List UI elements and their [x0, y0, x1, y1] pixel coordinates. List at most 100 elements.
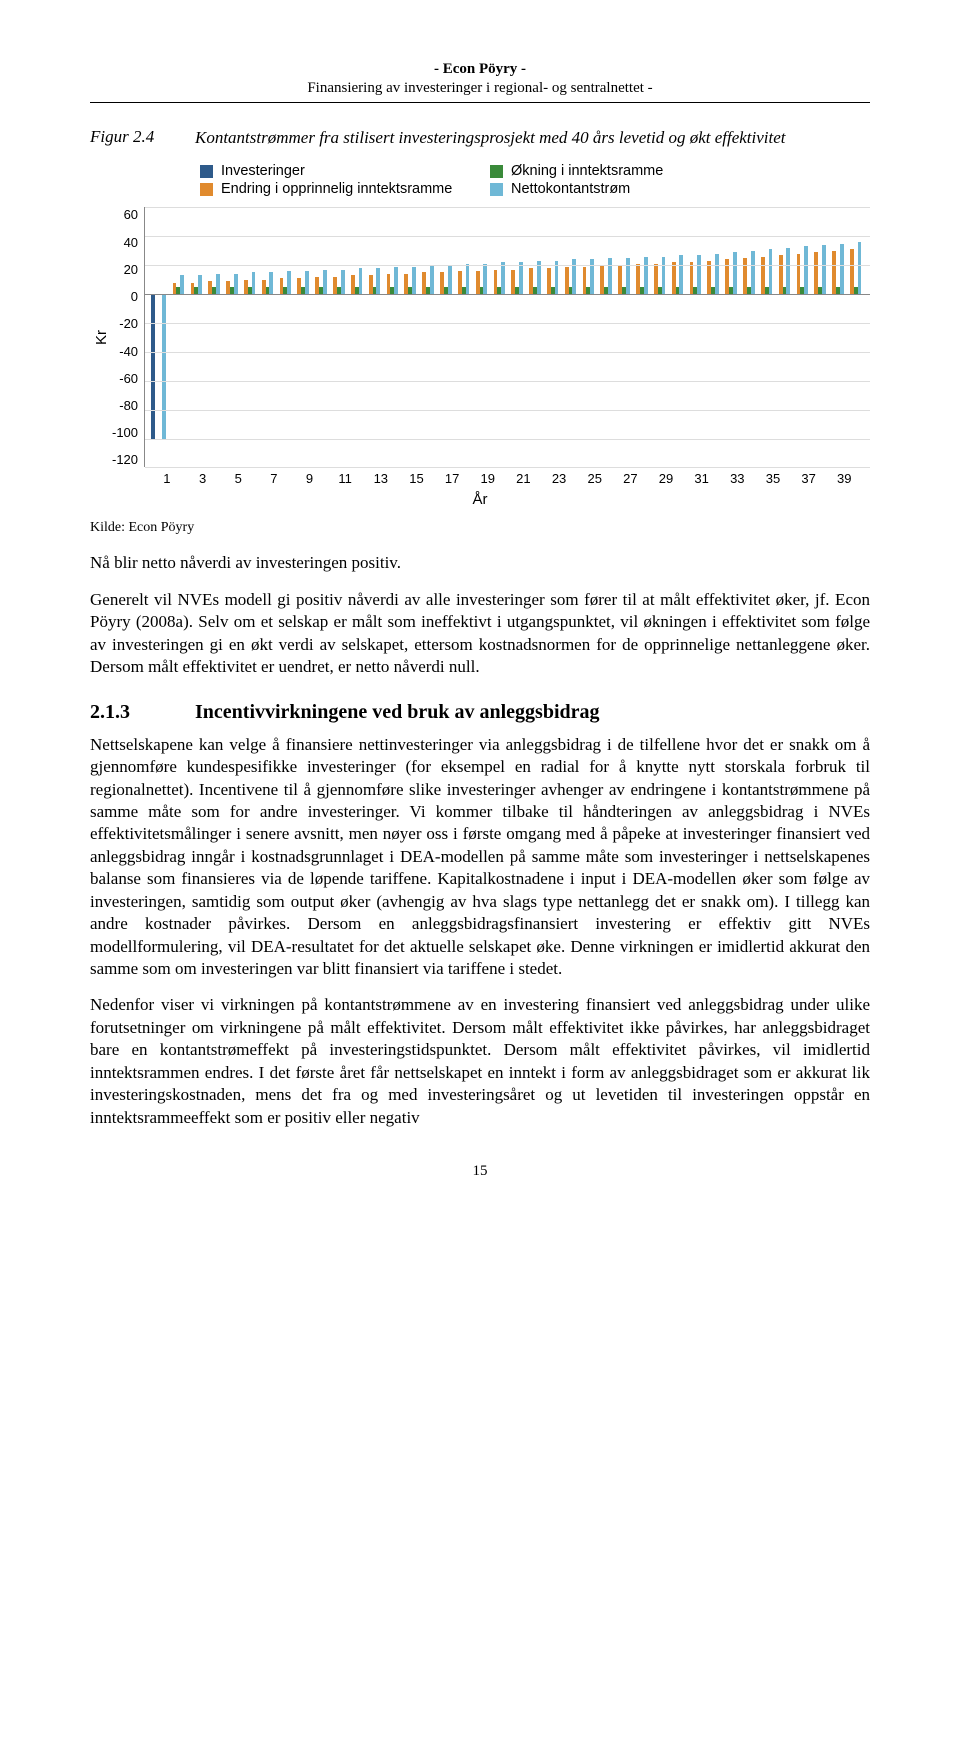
bar — [804, 246, 808, 294]
body-para-3: Nettselskapene kan velge å finansiere ne… — [90, 734, 870, 981]
bars-layer — [145, 207, 870, 467]
bar — [287, 271, 291, 294]
bar — [216, 274, 220, 294]
bar — [252, 272, 256, 294]
bar — [466, 264, 470, 294]
chart-legend: Investeringer Endring i opprinnelig innte… — [90, 159, 870, 201]
y-tick: -100 — [112, 425, 138, 440]
section-number: 2.1.3 — [90, 701, 195, 724]
x-tick: 39 — [834, 471, 854, 486]
legend-item: Økning i inntektsramme — [490, 163, 760, 179]
legend-item: Investeringer — [200, 163, 470, 179]
y-tick: -20 — [112, 316, 138, 331]
x-tick: 31 — [692, 471, 712, 486]
grid-line — [145, 439, 870, 440]
chart-area: Kr 6040200-20-40-60-80-100-120 — [90, 207, 870, 467]
legend-swatch — [490, 165, 503, 178]
grid-line — [145, 467, 870, 468]
x-tick: 17 — [442, 471, 462, 486]
grid-line — [145, 207, 870, 208]
plot-area — [144, 207, 870, 467]
y-tick: 0 — [112, 289, 138, 304]
figure-caption: Kontantstrømmer fra stilisert investerin… — [195, 127, 786, 150]
grid-line — [145, 352, 870, 353]
bar — [483, 264, 487, 294]
legend-swatch — [200, 165, 213, 178]
bar — [858, 242, 862, 294]
bar — [644, 257, 648, 295]
bar — [151, 294, 155, 438]
bar — [733, 252, 737, 294]
legend-label: Nettokontantstrøm — [511, 181, 630, 197]
bar — [198, 275, 202, 294]
x-tick: 35 — [763, 471, 783, 486]
x-tick: 21 — [513, 471, 533, 486]
figure-heading: Figur 2.4 Kontantstrømmer fra stilisert … — [90, 127, 870, 150]
x-tick: 11 — [335, 471, 355, 486]
grid-line — [145, 236, 870, 237]
bar — [180, 275, 184, 294]
y-tick: 40 — [112, 235, 138, 250]
x-tick: 13 — [371, 471, 391, 486]
bar — [679, 255, 683, 294]
x-tick: 27 — [620, 471, 640, 486]
body-para-1: Nå blir netto nåverdi av investeringen p… — [90, 552, 870, 574]
bar — [162, 294, 166, 438]
legend-swatch — [490, 183, 503, 196]
x-ticks: 13579111315171921232527293133353739 — [152, 471, 870, 489]
running-head-line1: - Econ Pöyry - — [90, 60, 870, 79]
body-para-2: Generelt vil NVEs modell gi positiv nåve… — [90, 589, 870, 679]
bar — [715, 254, 719, 294]
x-tick: 33 — [727, 471, 747, 486]
x-tick: 7 — [264, 471, 284, 486]
body-para-4: Nedenfor viser vi virkningen på kontants… — [90, 994, 870, 1129]
bar — [430, 265, 434, 294]
bar — [448, 265, 452, 294]
legend-swatch — [200, 183, 213, 196]
y-tick: -80 — [112, 398, 138, 413]
grid-line — [145, 265, 870, 266]
grid-line — [145, 323, 870, 324]
bar — [341, 270, 345, 295]
bar — [359, 268, 363, 294]
x-tick: 1 — [157, 471, 177, 486]
bar — [662, 257, 666, 295]
bar — [519, 262, 523, 294]
x-tick: 15 — [406, 471, 426, 486]
y-tick: -40 — [112, 344, 138, 359]
x-tick: 5 — [228, 471, 248, 486]
bar — [412, 267, 416, 294]
x-tick: 25 — [585, 471, 605, 486]
legend-item: Endring i opprinnelig inntektsramme — [200, 181, 470, 197]
bar — [608, 258, 612, 294]
x-tick: 3 — [193, 471, 213, 486]
figure-source: Kilde: Econ Pöyry — [90, 520, 870, 536]
bar — [269, 272, 273, 294]
legend-item: Nettokontantstrøm — [490, 181, 760, 197]
y-ticks: 60 40 20 0 -20 -40 -60 -80 -100 -120 — [112, 207, 144, 467]
x-tick: 9 — [300, 471, 320, 486]
y-tick: -120 — [112, 452, 138, 467]
x-tick: 19 — [478, 471, 498, 486]
section-heading: 2.1.3 Incentivvirkningene ved bruk av an… — [90, 701, 870, 724]
bar — [840, 244, 844, 295]
bar — [822, 245, 826, 294]
grid-line — [145, 410, 870, 411]
section-title: Incentivvirkningene ved bruk av anleggsb… — [195, 701, 600, 724]
bar — [305, 271, 309, 294]
x-tick: 37 — [799, 471, 819, 486]
legend-label: Økning i inntektsramme — [511, 163, 663, 179]
bar — [501, 262, 505, 294]
zero-line — [145, 294, 870, 295]
legend-label: Endring i opprinnelig inntektsramme — [221, 181, 452, 197]
y-tick: -60 — [112, 371, 138, 386]
y-tick: 60 — [112, 207, 138, 222]
running-head: - Econ Pöyry - Finansiering av investeri… — [90, 60, 870, 98]
running-head-line2: Finansiering av investeringer i regional… — [90, 79, 870, 98]
x-tick: 23 — [549, 471, 569, 486]
header-rule — [90, 102, 870, 103]
y-tick: 20 — [112, 262, 138, 277]
x-axis-label: År — [90, 491, 870, 508]
bar — [786, 248, 790, 294]
bar — [697, 255, 701, 294]
